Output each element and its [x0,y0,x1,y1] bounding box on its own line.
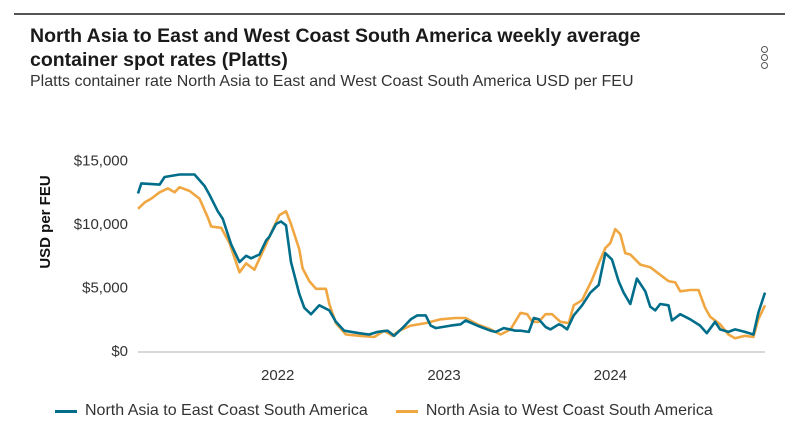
legend-label-east: North Asia to East Coast South America [85,402,368,419]
chart-subtitle: Platts container rate North Asia to East… [30,73,634,90]
chart-title: North Asia to East and West Coast South … [30,25,641,71]
y-tick-label: $0 [111,343,128,360]
legend: North Asia to East Coast South America N… [55,402,713,420]
more-options-icon[interactable] [759,46,769,69]
legend-label-west: North Asia to West Coast South America [425,402,713,419]
legend-item-west[interactable]: North Asia to West Coast South America [395,402,713,420]
y-tick-label: $10,000 [74,216,128,233]
series-line-west [137,185,767,340]
legend-item-east[interactable]: North Asia to East Coast South America [55,402,368,420]
x-tick-label: 2024 [594,367,627,384]
x-tick-label: 2023 [427,367,460,384]
legend-swatch-west [395,409,418,413]
legend-swatch-east [55,409,77,413]
y-tick-label: $5,000 [82,280,128,297]
y-tick-label: $15,000 [74,153,128,170]
y-axis-label: USD per FEU [37,175,54,268]
series-line-east [136,173,767,338]
top-divider [14,13,785,15]
x-tick-label: 2022 [261,367,294,384]
